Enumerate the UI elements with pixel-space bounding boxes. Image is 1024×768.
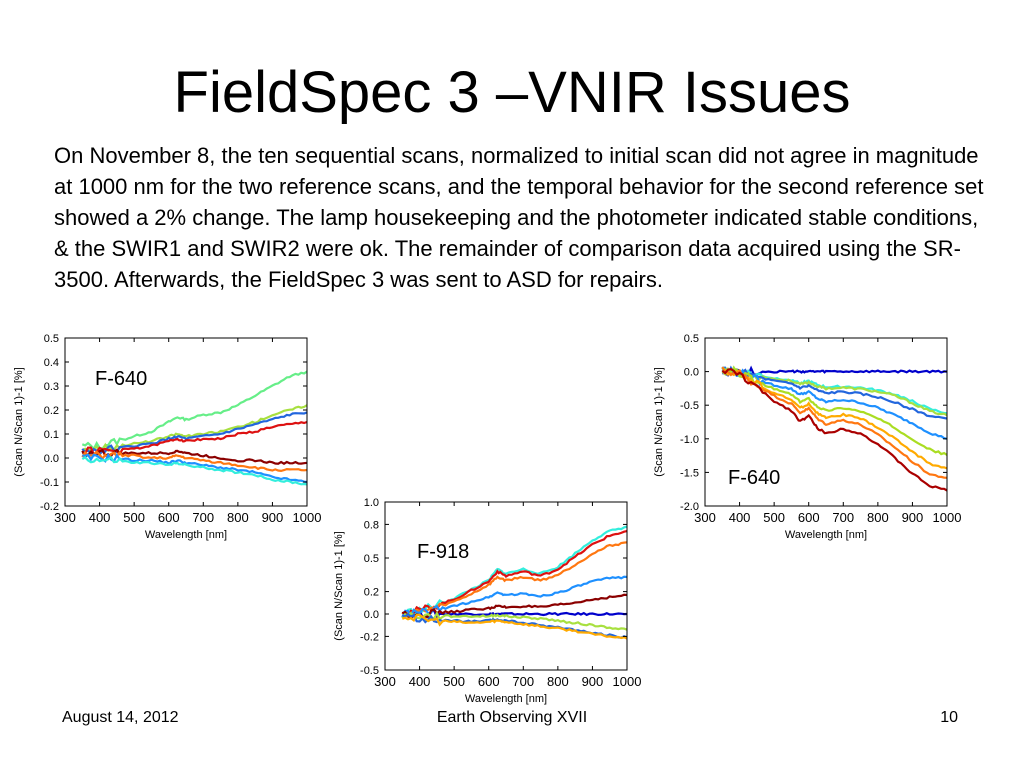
series-line-9 [401, 613, 628, 640]
x-tick-label: 600 [158, 510, 180, 525]
chart-right-f640: 300 400 500 600 700 800 900 1000 -2.0 -1.5 -1.0 -0.… [653, 333, 962, 541]
slide-title: FieldSpec 3 –VNIR Issues [173, 60, 851, 125]
y-tick-label: 0.0 [684, 367, 699, 379]
x-tick-label: 700 [832, 510, 854, 525]
series-line-3 [401, 530, 628, 618]
x-tick-label: 600 [798, 510, 820, 525]
series-line-6 [401, 593, 628, 619]
series-line-1 [722, 365, 948, 378]
series-line-9 [721, 368, 948, 492]
x-tick-label: 300 [54, 510, 76, 525]
x-tick-label: 800 [547, 674, 569, 689]
x-tick-label: 900 [902, 510, 924, 525]
y-tick-label: -1.5 [680, 467, 699, 479]
plot-frame [384, 501, 628, 671]
y-tick-label: 1.0 [364, 497, 379, 509]
y-axis-label: (Scan N/Scan 1)-1 [%] [653, 367, 665, 476]
y-tick-label: 0.3 [44, 381, 59, 393]
series-line-8 [721, 366, 948, 479]
y-tick-label: -0.5 [360, 665, 379, 677]
chart-center-f918: 300 400 500 600 700 800 900 1000 -0.5 -0.2 0.0 0.2 0… [333, 497, 642, 705]
y-tick-label: 0.2 [364, 587, 379, 599]
series-line-7 [401, 611, 628, 631]
y-tick-label: -0.1 [40, 477, 59, 489]
x-tick-label: 400 [409, 674, 431, 689]
y-tick-label: 0.1 [44, 429, 59, 441]
series-line-4 [82, 420, 308, 457]
plot-frame [64, 337, 308, 507]
y-axis-label: (Scan N/Scan 1)-1 [%] [13, 367, 25, 476]
x-axis-label: Wavelength [nm] [465, 693, 547, 705]
chart-annotation: F-918 [417, 541, 469, 563]
series-line-4 [722, 365, 948, 420]
series-line-2 [81, 404, 308, 453]
y-tick-label: 0.5 [44, 333, 59, 345]
x-tick-label: 700 [192, 510, 214, 525]
y-tick-label: 0.8 [364, 519, 379, 531]
x-tick-label: 1000 [613, 674, 642, 689]
series-line-5 [81, 448, 308, 465]
series-line-5 [721, 367, 948, 440]
series-line-6 [81, 450, 308, 473]
y-tick-label: 0.0 [364, 609, 379, 621]
chart-annotation: F-640 [728, 467, 780, 489]
x-tick-label: 300 [374, 674, 396, 689]
plot-frame [704, 337, 948, 507]
chart-left-f640: 300 400 500 600 700 800 900 1000 -0.2 -0.1 0.0 0.1 0… [13, 333, 322, 541]
series-line-2 [401, 525, 628, 617]
footer-page-number: 10 [940, 709, 958, 726]
chart-annotation: F-640 [95, 368, 147, 390]
series-line-4 [401, 541, 628, 619]
x-tick-label: 800 [227, 510, 249, 525]
x-tick-label: 500 [123, 510, 145, 525]
x-axis-label: Wavelength [nm] [785, 529, 867, 541]
footer-date: August 14, 2012 [62, 709, 179, 726]
series-line-2 [721, 367, 948, 415]
series-line-7 [722, 369, 948, 470]
x-tick-label: 500 [763, 510, 785, 525]
y-tick-label: 0.4 [44, 357, 59, 369]
y-tick-label: 0.5 [684, 333, 699, 345]
series-line-3 [721, 365, 948, 417]
x-tick-label: 400 [89, 510, 111, 525]
x-tick-label: 900 [262, 510, 284, 525]
series-line-1 [81, 370, 308, 451]
x-tick-label: 900 [582, 674, 604, 689]
y-tick-label: -0.2 [40, 501, 59, 513]
x-tick-label: 800 [867, 510, 889, 525]
x-tick-label: 300 [694, 510, 716, 525]
x-tick-label: 700 [512, 674, 534, 689]
x-tick-label: 500 [443, 674, 465, 689]
y-tick-label: 0.0 [44, 453, 59, 465]
series-line-5 [401, 575, 628, 618]
y-tick-label: 0.2 [44, 405, 59, 417]
y-tick-label: -0.5 [680, 400, 699, 412]
y-tick-label: -2.0 [680, 501, 699, 513]
x-tick-label: 1000 [933, 510, 962, 525]
y-axis-label: (Scan N/Scan 1)-1 [%] [333, 531, 345, 640]
footer-conference: Earth Observing XVII [436, 709, 588, 726]
y-tick-label: -0.2 [360, 631, 379, 643]
x-tick-label: 400 [729, 510, 751, 525]
slide-body-text: On November 8, the ten sequential scans,… [54, 143, 984, 292]
x-tick-label: 600 [478, 674, 500, 689]
series-line-6 [721, 366, 948, 456]
x-tick-label: 1000 [293, 510, 322, 525]
series-line-8 [81, 455, 308, 486]
x-axis-label: Wavelength [nm] [145, 529, 227, 541]
y-tick-label: -1.0 [680, 434, 699, 446]
y-tick-label: 0.5 [364, 553, 379, 565]
